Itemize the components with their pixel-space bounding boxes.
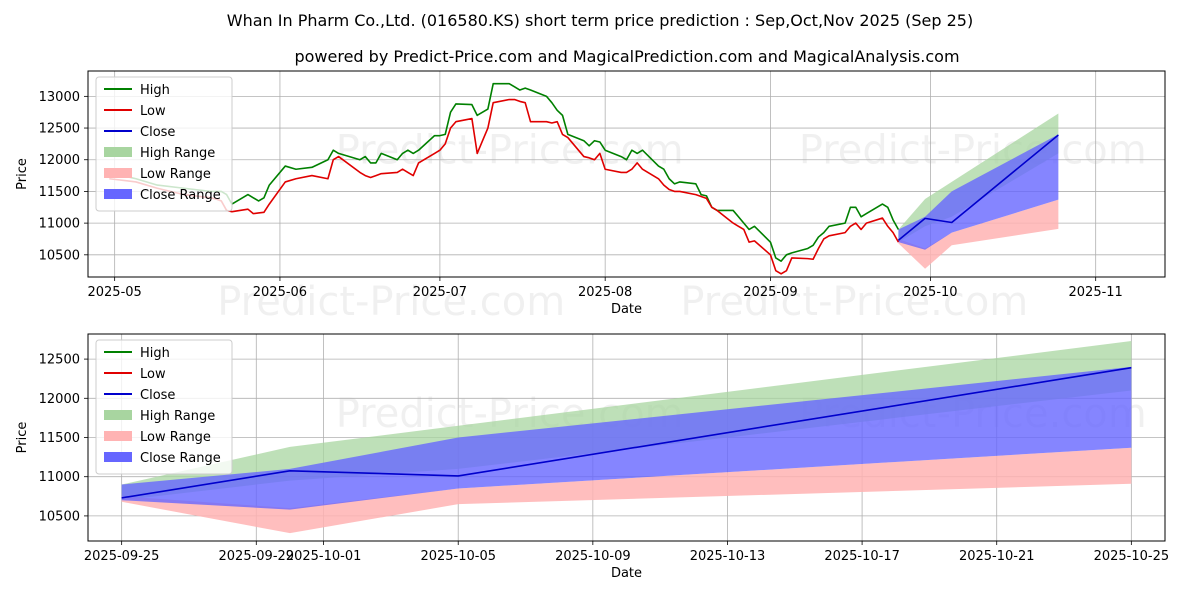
x-tick-label: 2025-10-25 — [1094, 549, 1170, 564]
high-line — [109, 82, 900, 262]
low-range-band — [898, 199, 1059, 269]
legend-label-close-range: Close Range — [140, 451, 221, 466]
x-tick-label: 2025-05 — [87, 285, 141, 300]
x-tick-label: 2025-10-01 — [286, 549, 362, 564]
legend-label-high-range: High Range — [140, 409, 215, 424]
plot-area — [109, 82, 1059, 275]
y-tick-label: 11500 — [39, 185, 80, 200]
x-tick-label: 2025-10-17 — [824, 549, 900, 564]
x-tick-label: 2025-10-21 — [959, 549, 1035, 564]
legend-label-low: Low — [140, 104, 166, 119]
x-tick-label: 2025-09-25 — [84, 549, 160, 564]
legend-label-high: High — [140, 83, 170, 98]
y-axis-label: Price — [15, 158, 30, 190]
low-range-band — [121, 447, 1132, 534]
y-tick-label: 12500 — [39, 122, 80, 137]
close-line — [897, 134, 1059, 241]
x-tick-label: 2025-10-09 — [555, 549, 631, 564]
plot-area — [121, 341, 1132, 534]
watermark-text: Predict-Price.com — [217, 279, 565, 325]
close-line — [121, 366, 1132, 499]
legend-label-low: Low — [140, 367, 166, 382]
x-tick-label: 2025-10 — [903, 285, 957, 300]
x-tick-label: 2025-09 — [743, 285, 797, 300]
legend-label-high: High — [140, 346, 170, 361]
axes-frame — [87, 333, 1166, 542]
x-tick-label: 2025-10-05 — [420, 549, 496, 564]
chart-title: Whan In Pharm Co.,Ltd. (016580.KS) short… — [227, 11, 973, 30]
legend-label-close: Close — [140, 125, 175, 140]
x-tick-label: 2025-09-29 — [219, 549, 295, 564]
y-tick-label: 11500 — [39, 431, 80, 446]
x-tick-label: 2025-06 — [253, 285, 307, 300]
top-panel: Predict-Price.com Predict-Price.com Predic… — [15, 70, 1166, 325]
axes-frame — [87, 70, 1166, 278]
y-tick-label: 12500 — [39, 353, 80, 368]
legend-swatch-close-range — [104, 189, 132, 199]
legend-label-low-range: Low Range — [140, 430, 211, 445]
x-axis-label: Date — [611, 302, 642, 317]
watermark-text: Predict-Price.com — [680, 279, 1028, 325]
y-tick-label: 10500 — [39, 509, 80, 524]
legend-swatch-high-range — [104, 410, 132, 420]
legend: High Low Close High Range Low Range Close Ran… — [95, 339, 233, 475]
legend: High Low Close High Range Low Range Close Ran… — [95, 76, 233, 212]
chart-subtitle: powered by Predict-Price.com and Magical… — [294, 47, 959, 66]
legend-label-low-range: Low Range — [140, 167, 211, 182]
legend-label-close: Close — [140, 388, 175, 403]
legend-swatch-low-range — [104, 168, 132, 178]
legend-label-close-range: Close Range — [140, 188, 221, 203]
y-tick-label: 12000 — [39, 153, 80, 168]
low-line — [109, 98, 900, 275]
x-tick-label: 2025-08 — [578, 285, 632, 300]
legend-label-high-range: High Range — [140, 146, 215, 161]
bottom-panel: Predict-Price.comPredict-Price.com2025-0… — [15, 333, 1170, 581]
x-tick-label: 2025-10-13 — [690, 549, 766, 564]
x-tick-label: 2025-11 — [1069, 285, 1123, 300]
y-axis-label: Price — [15, 422, 30, 454]
y-tick-label: 11000 — [39, 470, 80, 485]
legend-swatch-close-range — [104, 452, 132, 462]
watermark-text: Predict-Price.com — [336, 128, 684, 174]
legend-swatch-high-range — [104, 147, 132, 157]
y-tick-label: 12000 — [39, 392, 80, 407]
x-axis-label: Date — [611, 566, 642, 581]
legend-swatch-low-range — [104, 431, 132, 441]
y-tick-label: 10500 — [39, 248, 80, 263]
watermark-text: Predict-Price.com — [799, 128, 1147, 174]
y-tick-label: 11000 — [39, 217, 80, 232]
y-tick-label: 13000 — [39, 90, 80, 105]
x-tick-label: 2025-07 — [413, 285, 467, 300]
